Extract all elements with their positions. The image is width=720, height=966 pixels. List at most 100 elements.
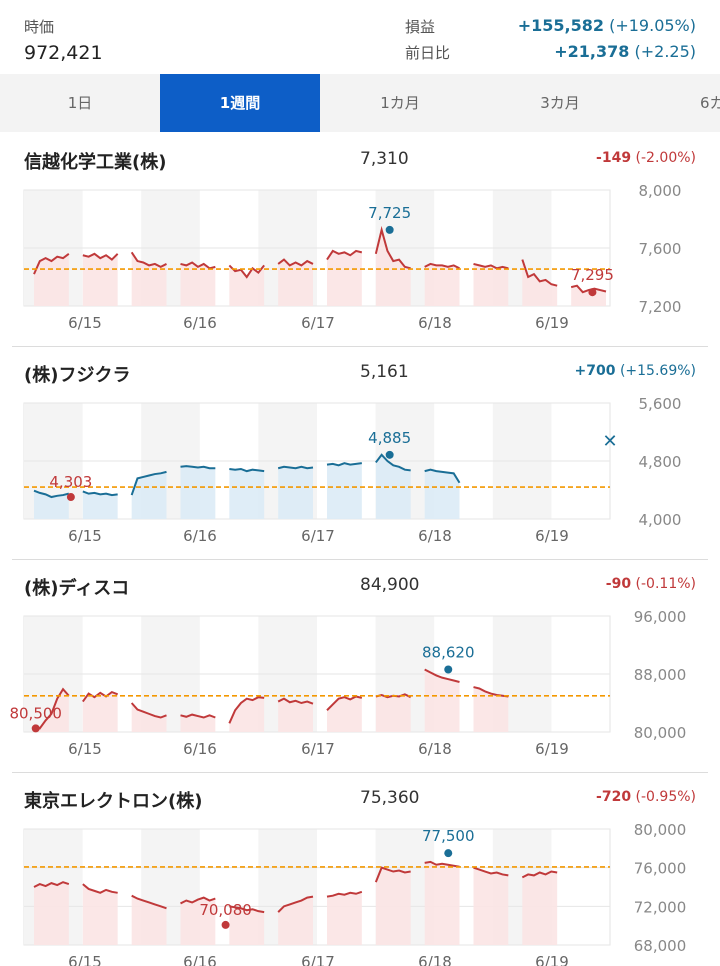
stock-price: 75,360: [360, 788, 420, 808]
price-line-segment: [130, 702, 167, 719]
x-tick-label: 6/15: [68, 740, 102, 758]
stock-change: -720 (-0.95%): [596, 789, 696, 805]
price-line-segment: [180, 465, 216, 470]
area-segment: [522, 871, 558, 945]
low-value-label: 7,295: [571, 266, 614, 284]
stock-name[interactable]: (株)ディスコ: [24, 578, 130, 599]
area-segment: [229, 906, 265, 945]
low-value-label: 70,080: [199, 901, 252, 919]
stock-change-value: -720: [596, 789, 632, 805]
price-chart: 5,600 4,800 4,000 6/15 6/16 6/17 6/18 6/19 4,885…: [23, 395, 681, 545]
stock-name[interactable]: (株)フジクラ: [24, 365, 131, 386]
high-point: [444, 849, 453, 858]
price-chart: 80,000 76,000 72,000 68,000 6/15 6/16 6/17 6/18…: [23, 821, 687, 966]
price-line-segment: [570, 284, 607, 294]
x-tick-label: 6/16: [183, 953, 217, 966]
stock-change-pct: (+15.69%): [619, 363, 696, 379]
price-line-segment: [374, 866, 411, 883]
price-line-segment: [277, 697, 314, 705]
stock-price: 5,161: [360, 362, 409, 382]
y-tick-label: 7,600: [639, 240, 682, 258]
tab-6month[interactable]: 6カ: [700, 94, 720, 112]
x-tick-label: 6/18: [418, 314, 452, 332]
price-line-segment: [130, 470, 167, 496]
area-segment: [180, 897, 216, 945]
area-segment: [522, 259, 558, 306]
area-segment: [424, 861, 460, 945]
x-tick-label: 6/18: [418, 953, 452, 966]
price-line-segment: [228, 264, 265, 279]
price-line-segment: [277, 895, 314, 913]
area-segment: [180, 714, 216, 732]
tab-1week[interactable]: 1週間: [160, 74, 320, 132]
area-segment: [571, 285, 606, 306]
price-line-segment: [180, 896, 216, 905]
stock-change-pct: (-2.00%): [635, 150, 696, 166]
stock-card-tokyo-electron[interactable]: 東京エレクトロン(株) 75,360 -720 (-0.95%) 80,000 7…: [0, 773, 720, 966]
price-line-segment: [521, 259, 558, 287]
tab-3month[interactable]: 3カ月: [540, 94, 580, 112]
high-value-label: 77,500: [422, 827, 475, 845]
price-line-segment: [229, 467, 265, 473]
day-change-label: 前日比: [405, 44, 451, 62]
area-segment: [278, 259, 313, 306]
stock-name[interactable]: 信越化学工業(株): [24, 152, 167, 173]
divider: [12, 772, 708, 773]
price-line-segment: [424, 262, 460, 270]
price-line-segment: [277, 258, 314, 267]
x-tick-label: 6/17: [301, 953, 335, 966]
price-line-segment: [277, 465, 314, 470]
area-segment: [473, 263, 509, 306]
x-tick-label: 6/18: [418, 740, 452, 758]
stock-change: +700 (+15.69%): [575, 363, 696, 379]
area-segment: [278, 896, 313, 945]
day-change-pct: (+2.25): [634, 42, 696, 61]
x-tick-label: 6/19: [535, 527, 569, 545]
area-segment: [424, 669, 460, 732]
x-tick-label: 6/17: [301, 527, 335, 545]
stock-price: 84,900: [360, 575, 420, 595]
y-tick-label: 72,000: [634, 898, 687, 916]
stock-card-fujikura[interactable]: (株)フジクラ 5,161 +700 (+15.69%) 5,600 4,800 4…: [0, 347, 720, 559]
area-segment: [34, 253, 69, 306]
area-segment: [131, 895, 167, 945]
low-value-label: 4,303: [49, 473, 92, 491]
x-tick-label: 6/18: [418, 527, 452, 545]
area-segment: [34, 689, 69, 732]
stock-card-shinetsu[interactable]: 信越化学工業(株) 7,310 -149 (-2.00%) 8,000 7,600…: [0, 134, 720, 346]
x-tick-label: 6/19: [535, 314, 569, 332]
area-segment: [375, 229, 411, 306]
area-segment: [34, 882, 69, 945]
profit-loss-label: 損益: [405, 18, 436, 36]
stock-change: -90 (-0.11%): [606, 576, 696, 592]
x-tick-label: 6/16: [183, 740, 217, 758]
area-segment: [131, 703, 167, 732]
price-line-segment: [424, 860, 460, 868]
price-line-segment: [326, 462, 362, 467]
stock-change-value: -90: [605, 576, 632, 592]
high-value-label: 88,620: [422, 644, 475, 662]
area-segment: [375, 694, 411, 732]
stock-change-value: +700: [574, 363, 616, 379]
y-tick-label: 96,000: [634, 608, 687, 626]
price-line-segment: [33, 252, 70, 275]
x-tick-label: 6/17: [301, 314, 335, 332]
y-tick-label: 80,000: [634, 724, 687, 742]
low-point: [588, 288, 597, 297]
area-segment: [327, 463, 362, 519]
tab-1month[interactable]: 1カ月: [380, 94, 420, 112]
stock-name[interactable]: 東京エレクトロン(株): [24, 791, 203, 812]
day-change-value: +21,378: [554, 42, 630, 61]
price-line-segment: [180, 713, 216, 719]
x-tick-label: 6/15: [68, 527, 102, 545]
price-line-segment: [82, 490, 118, 497]
area-segment: [180, 262, 216, 306]
tab-1day[interactable]: 1日: [67, 94, 93, 112]
stock-price: 7,310: [360, 149, 409, 169]
price-line-segment: [228, 696, 265, 724]
area-segment: [327, 250, 362, 306]
price-line-segment: [82, 883, 118, 894]
stock-card-disco[interactable]: (株)ディスコ 84,900 -90 (-0.11%) 96,000 88,000…: [0, 560, 720, 772]
profit-loss-value: +155,582: [517, 16, 604, 35]
area-segment: [473, 687, 509, 732]
